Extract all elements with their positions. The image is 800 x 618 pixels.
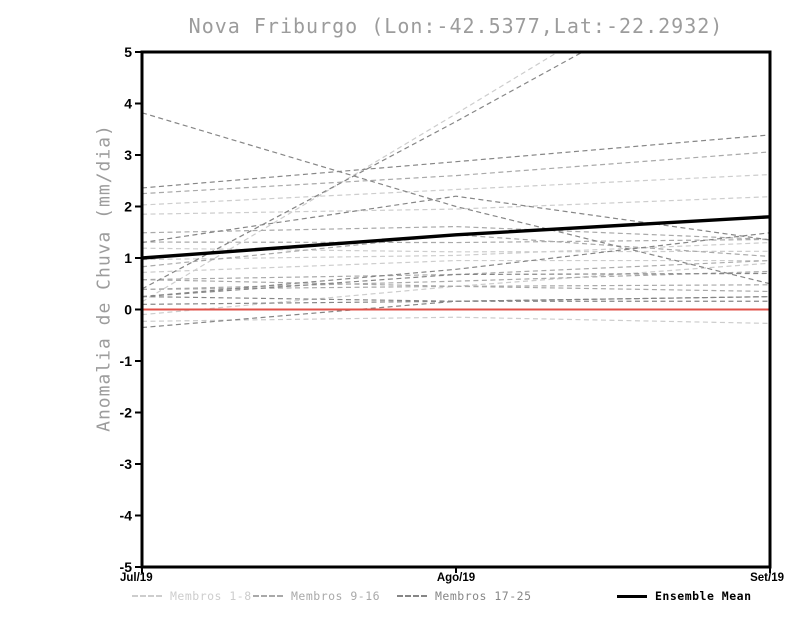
y-tick-label: 1 [124, 250, 132, 266]
y-tick-label: 3 [124, 147, 132, 163]
ensemble-member-line [142, 262, 770, 316]
ensemble-member-line [142, 173, 770, 206]
ensemble-member-line [142, 195, 770, 244]
y-tick-label: 5 [124, 44, 132, 60]
ensemble-member-line [142, 232, 770, 298]
ensemble-member-line [142, 296, 770, 305]
x-tick-label: Ago/19 [437, 572, 475, 584]
y-tick-label: -5 [120, 559, 133, 575]
ensemble-member-line [142, 112, 770, 285]
ensemble-member-line [142, 270, 770, 291]
ensemble-member-line [142, 316, 770, 325]
y-tick-label: 0 [124, 302, 132, 318]
ensemble-member-line [142, 296, 770, 329]
y-tick-label: -1 [120, 353, 133, 369]
ensemble-member-line [142, 52, 584, 290]
ensemble-member-line [142, 134, 770, 189]
ensemble-member-line [142, 241, 770, 261]
ensemble-member-line [142, 259, 770, 281]
y-tick-label: 4 [124, 96, 132, 112]
ensemble-member-line [142, 272, 770, 298]
x-tick-label: Set/19 [750, 572, 784, 584]
ensemble-member-line [142, 196, 770, 215]
x-tick-label: Jul/19 [120, 572, 153, 584]
y-tick-label: 2 [124, 199, 132, 215]
y-tick-label: -4 [120, 508, 133, 524]
ensemble-member-line [142, 225, 770, 241]
ensemble-member-line [142, 284, 770, 291]
ensemble-member-line [142, 296, 770, 302]
y-tick-label: -3 [120, 456, 133, 472]
ensemble-member-line [142, 151, 770, 195]
ensemble-mean-line [142, 215, 770, 260]
chart-title: Nova Friburgo (Lon:-42.5377,Lat:-22.2932… [188, 14, 724, 38]
y-tick-label: -2 [120, 405, 133, 421]
ensemble-member-line [142, 279, 770, 293]
ensemble-member-line [142, 238, 770, 244]
ensemble-member-line [142, 52, 559, 303]
ensemble-member-line [142, 259, 770, 274]
